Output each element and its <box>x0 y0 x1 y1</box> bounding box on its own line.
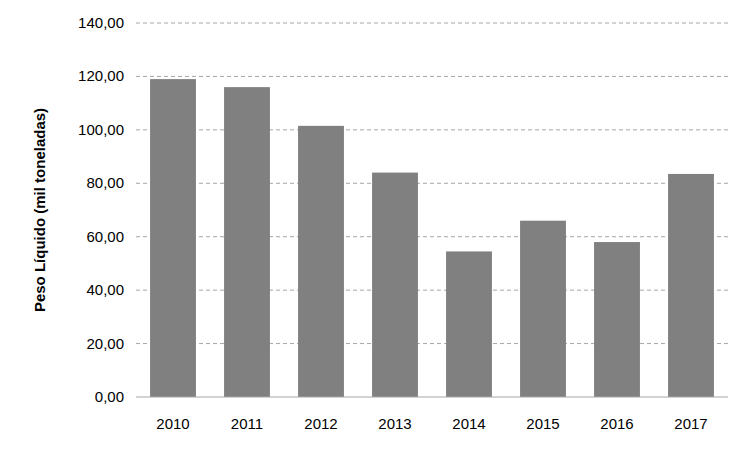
x-tick-label: 2013 <box>378 415 411 432</box>
y-axis-title: Peso Líquido (mil toneladas) <box>31 108 48 312</box>
y-tick-label: 20,00 <box>86 335 124 352</box>
chart: 0,00 20,00 40,00 60,00 80,00 100,00 120,00 140,… <box>0 0 750 458</box>
bar <box>668 174 714 397</box>
x-tick-label: 2014 <box>452 415 485 432</box>
y-tick-label: 40,00 <box>86 281 124 298</box>
bar <box>150 79 196 397</box>
grid-line <box>136 23 728 24</box>
x-tick-label: 2012 <box>304 415 337 432</box>
x-tick-label: 2017 <box>674 415 707 432</box>
x-tick-label: 2011 <box>231 415 263 432</box>
bar <box>372 173 418 397</box>
y-tick-label: 0,00 <box>95 388 124 405</box>
bar <box>224 87 270 397</box>
y-tick-label: 60,00 <box>86 228 124 245</box>
bars <box>150 79 714 397</box>
x-tick-label: 2015 <box>526 415 559 432</box>
grid-line <box>136 76 728 77</box>
y-tick-label: 120,00 <box>78 67 124 84</box>
y-tick-label: 140,00 <box>78 14 124 31</box>
bar <box>594 242 640 397</box>
bar <box>446 251 492 397</box>
x-tick-label: 2010 <box>156 415 189 432</box>
y-tick-label: 100,00 <box>78 121 124 138</box>
x-tick-label: 2016 <box>600 415 633 432</box>
x-axis-line <box>136 397 728 398</box>
bar <box>520 221 566 397</box>
bar <box>298 126 344 397</box>
y-tick-label: 80,00 <box>86 174 124 191</box>
